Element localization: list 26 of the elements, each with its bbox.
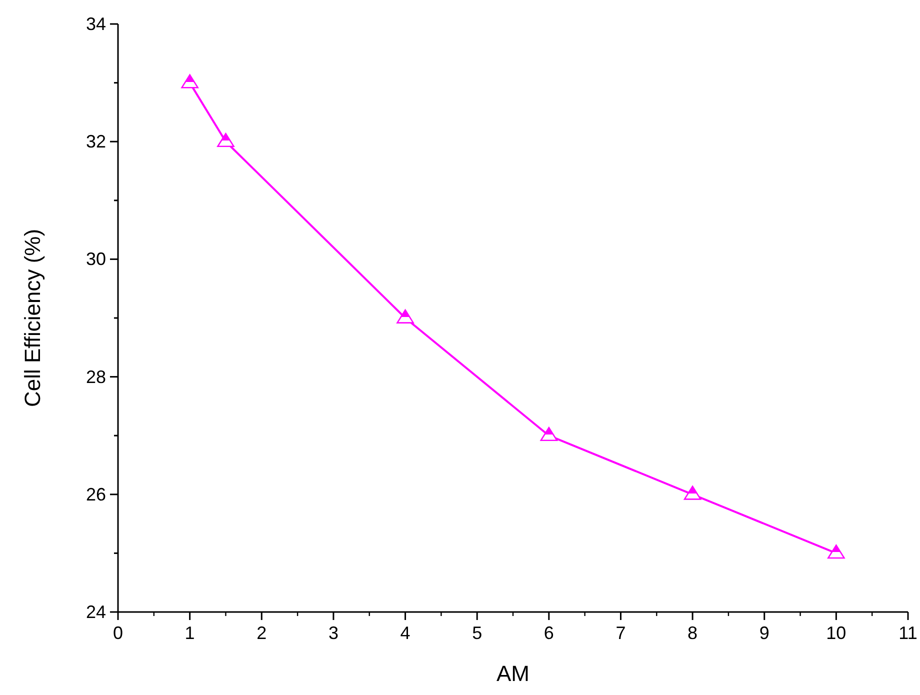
- x-tick-label: 5: [472, 623, 482, 643]
- y-tick-label: 30: [86, 249, 106, 270]
- x-axis-title: AM: [496, 661, 530, 686]
- point: [181, 74, 198, 88]
- y-tick-label: 28: [86, 366, 106, 387]
- y-tick-label: 32: [86, 132, 106, 152]
- point: [540, 426, 558, 442]
- x-tick-label: 2: [256, 623, 267, 643]
- x-tick-label: 3: [328, 623, 338, 643]
- x-tick-label: 1: [184, 623, 195, 643]
- x-tick-label: 6: [544, 623, 554, 643]
- x-tick-label: 7: [616, 623, 626, 643]
- x-tick-label: 8: [688, 623, 698, 643]
- x-tick-label: 9: [759, 623, 770, 643]
- y-tick-label: 26: [86, 484, 106, 504]
- x-tick-label: 10: [826, 623, 846, 643]
- y-tick-label: 24: [86, 602, 106, 622]
- x-tick-label: 4: [400, 623, 410, 643]
- x-tick-label: 11: [898, 623, 918, 643]
- point: [828, 544, 845, 559]
- x-tick-label: 0: [112, 623, 124, 643]
- y-tick-label: 34: [86, 14, 106, 34]
- point: [396, 309, 414, 324]
- point: [217, 132, 234, 148]
- y-axis-title: Cell Efficiency (%): [20, 228, 45, 408]
- point: [684, 486, 702, 500]
